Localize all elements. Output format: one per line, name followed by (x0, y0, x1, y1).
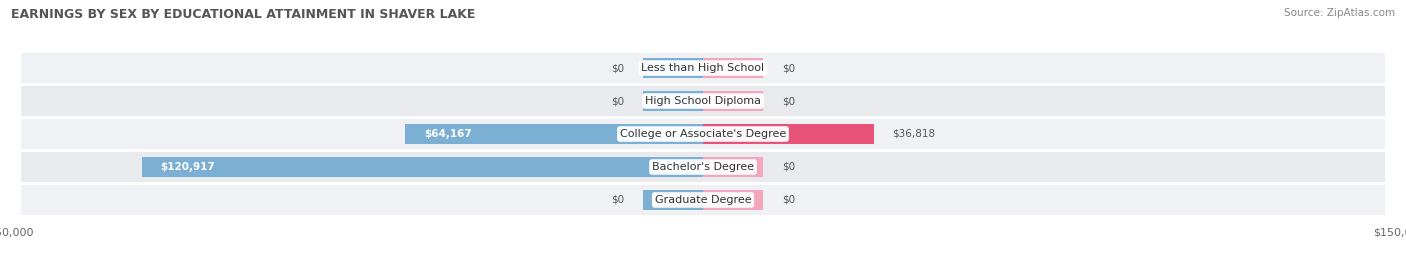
Text: $0: $0 (782, 96, 794, 106)
Bar (21, 53, 1385, 83)
Text: Source: ZipAtlas.com: Source: ZipAtlas.com (1284, 8, 1395, 18)
Bar (703, 58, 763, 78)
Bar (703, 157, 763, 177)
Bar (643, 91, 703, 111)
Bar (21, 185, 1385, 215)
Text: $64,167: $64,167 (423, 129, 471, 139)
Text: $0: $0 (612, 96, 624, 106)
Text: $0: $0 (782, 195, 794, 205)
Text: College or Associate's Degree: College or Associate's Degree (620, 129, 786, 139)
Bar (21, 86, 1385, 116)
Text: High School Diploma: High School Diploma (645, 96, 761, 106)
Text: $0: $0 (782, 162, 794, 172)
Bar (643, 190, 703, 210)
Bar (643, 58, 703, 78)
Text: Graduate Degree: Graduate Degree (655, 195, 751, 205)
Bar (703, 190, 763, 210)
Bar (703, 91, 763, 111)
Bar (142, 157, 703, 177)
Text: $0: $0 (612, 63, 624, 73)
Bar (405, 124, 703, 144)
Text: $36,818: $36,818 (893, 129, 935, 139)
Text: $0: $0 (782, 63, 794, 73)
Text: $120,917: $120,917 (160, 162, 215, 172)
Text: Bachelor's Degree: Bachelor's Degree (652, 162, 754, 172)
Bar (21, 119, 1385, 149)
Text: Less than High School: Less than High School (641, 63, 765, 73)
Bar (21, 152, 1385, 182)
Text: EARNINGS BY SEX BY EDUCATIONAL ATTAINMENT IN SHAVER LAKE: EARNINGS BY SEX BY EDUCATIONAL ATTAINMEN… (11, 8, 475, 21)
Text: $0: $0 (612, 195, 624, 205)
Bar (703, 124, 873, 144)
